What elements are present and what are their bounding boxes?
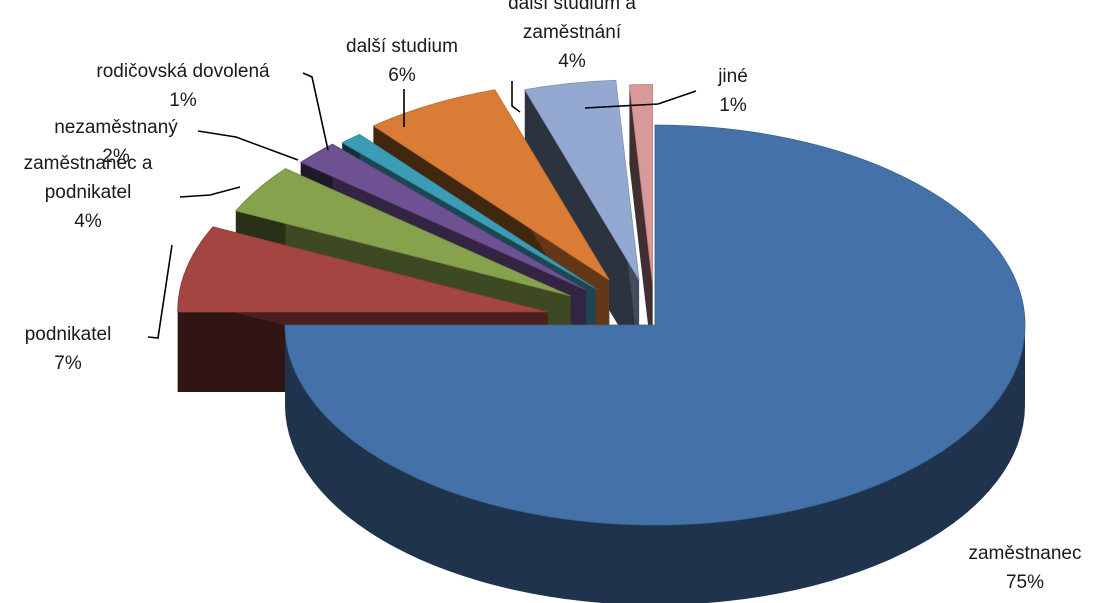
data-label: rodičovská dovolená 1% <box>96 61 270 111</box>
data-label: další studium a zaměstnání 4% <box>508 0 636 72</box>
data-label-category: podnikatel <box>45 182 132 203</box>
slice-jine <box>628 84 654 285</box>
slice-side-face <box>285 325 1025 603</box>
data-label: další studium 6% <box>346 36 458 86</box>
leader-line <box>302 72 329 151</box>
data-label-percent: 4% <box>74 211 102 232</box>
pie-slices <box>177 79 1026 526</box>
leader-line <box>511 81 521 113</box>
data-label-category: další studium a <box>508 0 636 14</box>
data-label-percent: 75% <box>1006 572 1044 593</box>
data-label-category: nezaměstnaný <box>54 117 178 138</box>
data-label: podnikatel 7% <box>25 324 112 374</box>
data-label-percent: 4% <box>558 51 586 72</box>
slice-zamestnanec <box>284 124 1026 526</box>
slice-dalsi-studium <box>372 89 610 281</box>
leader-line <box>584 90 697 109</box>
data-label-category: zaměstnanec a <box>24 153 153 174</box>
data-label-percent: 1% <box>169 90 197 111</box>
data-label: nezaměstnaný 2% <box>54 117 178 167</box>
data-label: zaměstnanec 75% <box>968 543 1081 593</box>
data-label-percent: 7% <box>54 353 82 374</box>
data-label-category: podnikatel <box>25 324 112 345</box>
leader-line <box>147 244 173 339</box>
data-labels: zaměstnanec 75% podnikatel 7% zaměstnanec a p… <box>24 0 1082 593</box>
slice-side-face <box>524 89 640 360</box>
data-label-percent: 1% <box>719 95 747 116</box>
data-label: jiné 1% <box>717 66 748 116</box>
data-label-percent: 6% <box>388 65 416 86</box>
leader-line <box>179 186 241 198</box>
data-label-category: jiné <box>717 66 748 87</box>
data-label-category: další studium <box>346 36 458 57</box>
data-label-category: rodičovská dovolená <box>96 61 270 82</box>
slice-nezamestnany <box>299 143 586 291</box>
slice-zamestnanec-a-podnikatel <box>235 168 571 297</box>
slice-side-face <box>629 84 653 365</box>
leader-line <box>197 130 299 161</box>
data-label-percent: 2% <box>102 146 130 167</box>
leader-lines <box>147 72 697 339</box>
data-label-category: zaměstnání <box>523 22 622 43</box>
slice-podnikatel <box>177 226 548 313</box>
data-label-category: zaměstnanec <box>968 543 1081 564</box>
slice-dalsi-studium-a-zamestnani <box>524 79 640 281</box>
slice-rodicovska-dovolena <box>341 133 596 289</box>
data-label: zaměstnanec a podnikatel 4% <box>24 153 153 232</box>
